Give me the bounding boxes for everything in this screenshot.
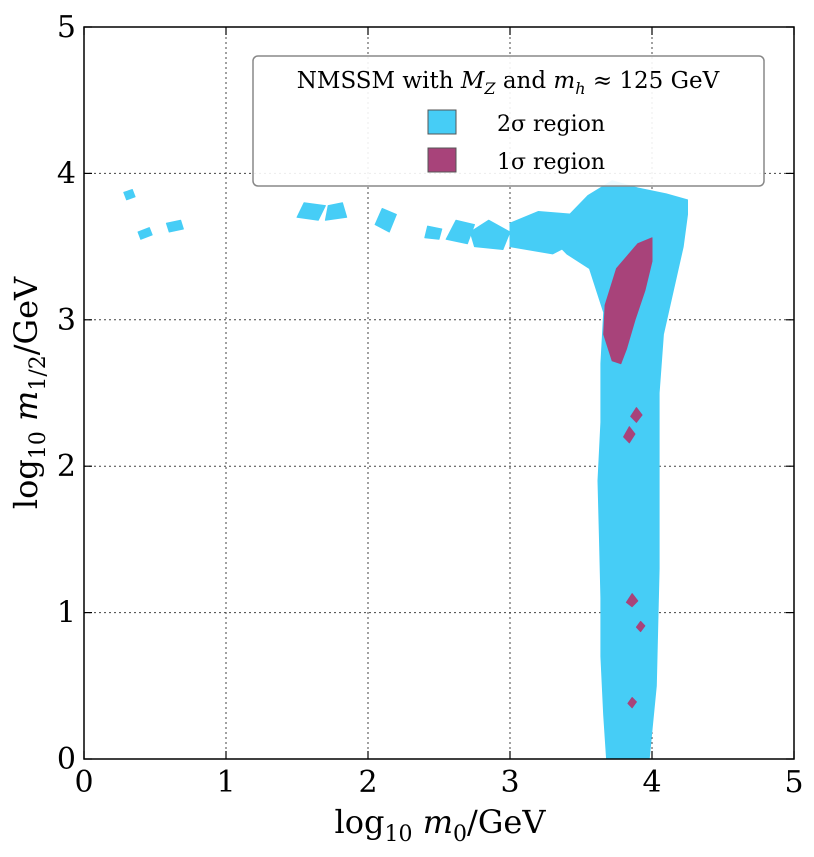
region-patch <box>627 697 637 709</box>
x-tick-label: 1 <box>216 765 235 800</box>
region-patch <box>296 202 326 221</box>
region-patch <box>374 208 397 233</box>
axis-ticks: 0 1 2 3 4 5 0 1 2 3 4 5 <box>57 10 804 800</box>
contour-regions <box>123 180 688 760</box>
region-patch <box>324 202 348 221</box>
svg-text:log10 m0/GeV: log10 m0/GeV <box>335 803 547 847</box>
region-patch <box>165 219 184 233</box>
x-tick-label: 4 <box>642 765 661 800</box>
legend-swatch-1sigma <box>427 147 457 173</box>
legend-label-1sigma: 1σ region <box>497 150 605 175</box>
region-patch <box>137 227 153 240</box>
region-patch <box>635 620 646 633</box>
y-tick-label: 5 <box>57 10 76 45</box>
legend-box <box>252 55 765 187</box>
x-tick-label: 5 <box>784 765 803 800</box>
legend: NMSSM with MZ and mh ≈ 125 GeV 2σ region… <box>252 55 765 187</box>
region-patch <box>424 225 443 240</box>
legend-title: NMSSM with MZ and mh ≈ 125 GeV <box>297 68 720 98</box>
region-1sigma <box>603 237 653 709</box>
region-patch <box>445 219 475 245</box>
region-patch <box>630 407 643 423</box>
x-tick-label: 3 <box>500 765 519 800</box>
svg-text:log10 m1/2/GeV: log10 m1/2/GeV <box>7 276 51 509</box>
plot-frame <box>83 26 795 760</box>
region-patch <box>552 180 688 760</box>
x-tick-label: 0 <box>74 765 93 800</box>
y-axis-label: log10 m1/2/GeV <box>7 276 51 509</box>
region-patch <box>623 426 636 444</box>
y-tick-label: 1 <box>57 596 76 631</box>
legend-swatch-2sigma <box>427 109 457 135</box>
region-patch <box>509 211 582 255</box>
y-tick-label: 0 <box>57 742 76 777</box>
x-axis-label: log10 m0/GeV <box>335 803 547 847</box>
region-patch <box>123 189 136 201</box>
y-tick-label: 2 <box>57 449 76 484</box>
y-tick-label: 4 <box>57 156 76 191</box>
region-2sigma <box>123 180 688 760</box>
y-tick-label: 3 <box>57 303 76 338</box>
x-tick-label: 2 <box>358 765 377 800</box>
region-patch <box>625 593 639 608</box>
legend-label-2sigma: 2σ region <box>497 112 605 137</box>
region-patch <box>603 237 653 365</box>
